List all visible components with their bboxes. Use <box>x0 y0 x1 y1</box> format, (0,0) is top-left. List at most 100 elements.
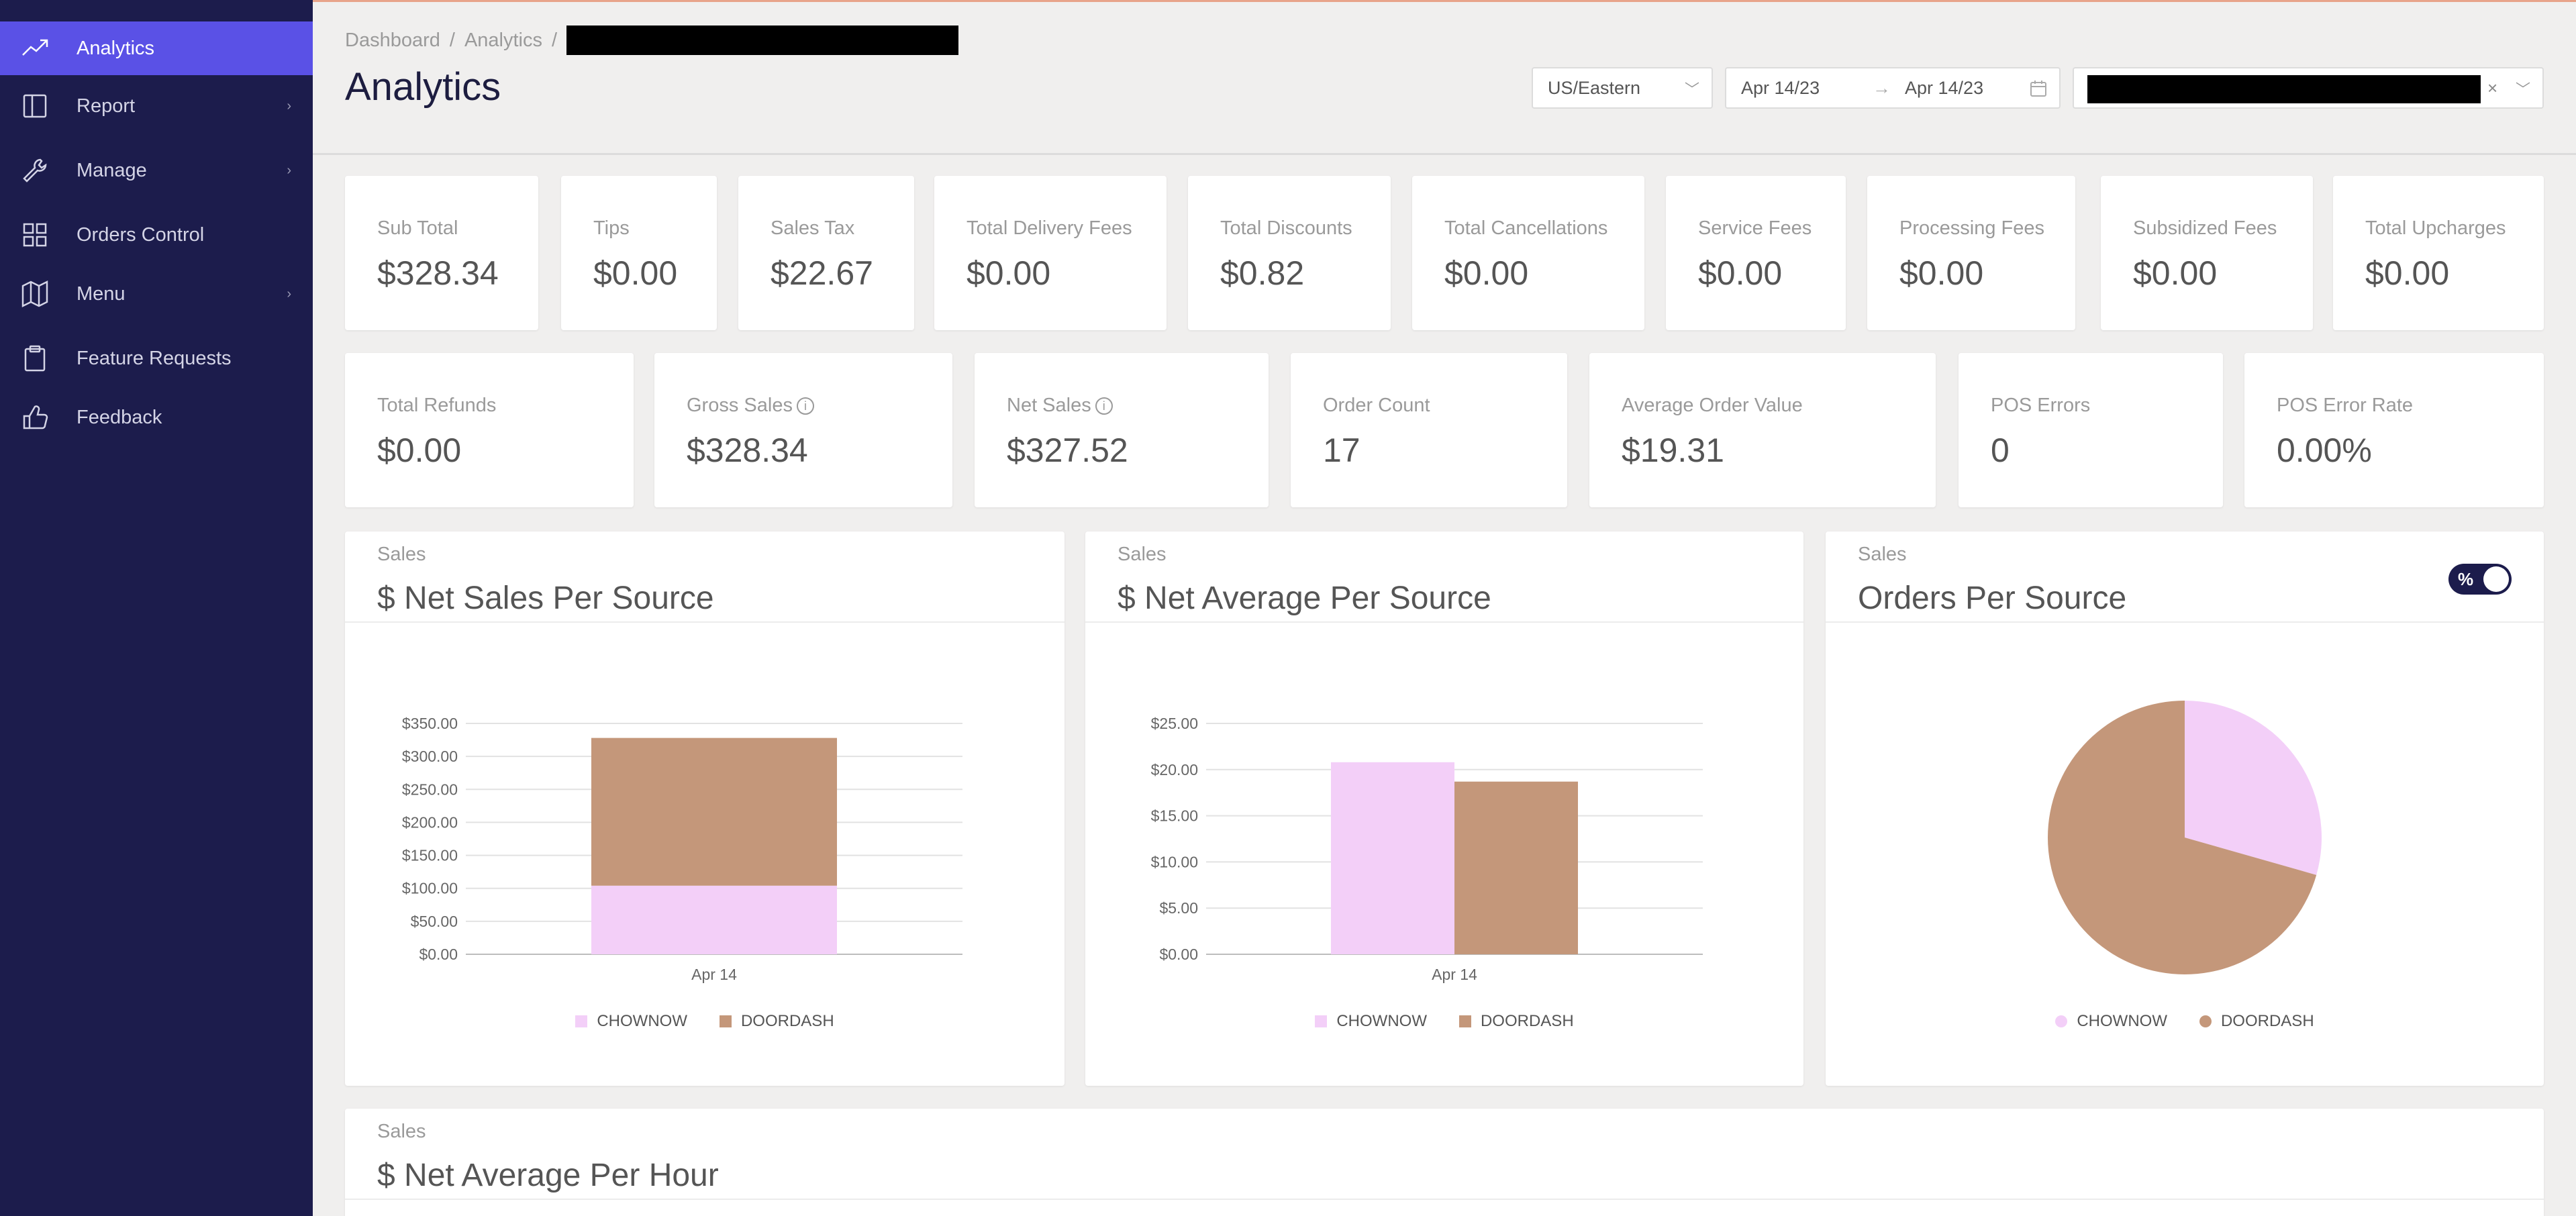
chevron-right-icon: › <box>287 98 291 113</box>
legend-label: DOORDASH <box>2220 1012 2314 1030</box>
y-tick-label: $150.00 <box>402 847 458 864</box>
trending-up-icon <box>20 34 50 63</box>
bar-chownow <box>591 885 837 954</box>
y-tick-label: $10.00 <box>1151 853 1198 870</box>
stat-label: Total Upcharges <box>2365 217 2506 240</box>
stat-card-subsidized-fees: Subsidized Fees $0.00 <box>2101 176 2313 330</box>
stat-card-tips: Tips $0.00 <box>561 176 717 330</box>
legend-label: CHOWNOW <box>597 1012 687 1030</box>
date-range-picker[interactable]: Apr 14/23 → Apr 14/23 <box>1725 67 2061 109</box>
stat-card-service-fees: Service Fees $0.00 <box>1666 176 1846 330</box>
stat-card-total-delivery-fees: Total Delivery Fees $0.00 <box>934 176 1167 330</box>
pie-slice-chownow <box>2185 701 2322 875</box>
legend-item-chownow[interactable]: CHOWNOW <box>2055 1012 2167 1031</box>
stat-label-text: POS Errors <box>1991 395 2091 416</box>
sidebar-item-label: Menu <box>77 283 126 305</box>
breadcrumb-analytics[interactable]: Analytics <box>464 29 542 51</box>
stat-label: Service Fees <box>1698 217 1812 240</box>
chart-legend: CHOWNOW DOORDASH <box>1826 1012 2544 1031</box>
stat-value: $0.00 <box>1444 254 1529 292</box>
legend-swatch <box>2199 1015 2212 1027</box>
chevron-right-icon: › <box>287 162 291 178</box>
stat-value: $0.82 <box>1220 254 1305 292</box>
stat-value: $19.31 <box>1622 432 1724 469</box>
stat-label: Net Sales i <box>1007 395 1113 417</box>
location-select[interactable]: × ﹀ <box>2073 67 2544 109</box>
stat-value: 17 <box>1323 432 1360 469</box>
sidebar-item-menu[interactable]: Menu › <box>0 267 313 321</box>
date-from[interactable]: Apr 14/23 <box>1741 77 1820 98</box>
legend-item-chownow[interactable]: CHOWNOW <box>575 1012 687 1031</box>
stat-label: Total Cancellations <box>1444 217 1607 240</box>
breadcrumb-dashboard[interactable]: Dashboard <box>345 29 440 51</box>
legend-item-doordash[interactable]: DOORDASH <box>719 1012 834 1031</box>
breadcrumb: Dashboard / Analytics / <box>345 26 959 55</box>
clipboard-icon <box>20 344 50 373</box>
net-average-bar-chart: $0.00 $5.00 $10.00 $15.00 $20.00 $25.00 Apr 14 <box>1151 715 1703 983</box>
stat-card-total-upcharges: Total Upcharges $0.00 <box>2333 176 2544 330</box>
stat-label: Processing Fees <box>1899 217 2044 240</box>
legend-swatch <box>1315 1015 1328 1027</box>
stat-label-text: Total Discounts <box>1220 217 1352 239</box>
info-icon[interactable]: i <box>796 397 814 415</box>
panel-divider <box>345 621 1064 623</box>
stat-label-text: Order Count <box>1323 395 1430 416</box>
legend-item-chownow[interactable]: CHOWNOW <box>1315 1012 1427 1031</box>
stat-label-text: Total Upcharges <box>2365 217 2506 239</box>
sidebar-item-label: Orders Control <box>77 223 205 246</box>
net-sales-panel: Sales $ Net Sales Per Source $0.00 $50.00… <box>345 531 1064 1086</box>
stat-value: $0.00 <box>2133 254 2218 292</box>
stat-value: $0.00 <box>2365 254 2450 292</box>
sidebar-item-label: Feature Requests <box>77 347 232 369</box>
stat-card-processing-fees: Processing Fees $0.00 <box>1867 176 2075 330</box>
clear-icon[interactable]: × <box>2487 77 2498 98</box>
panel-subtitle: Sales <box>1118 544 1167 565</box>
calendar-icon <box>2030 79 2047 103</box>
y-tick-label: $0.00 <box>419 946 458 963</box>
sidebar-item-analytics[interactable]: Analytics <box>0 21 313 75</box>
y-tick-label: $15.00 <box>1151 807 1198 825</box>
stat-label-text: Subsidized Fees <box>2133 217 2277 239</box>
timezone-select[interactable]: US/Eastern ﹀ <box>1532 67 1713 109</box>
sidebar-item-label: Analytics <box>77 37 155 59</box>
stat-label: Sub Total <box>377 217 458 240</box>
chevron-right-icon: › <box>287 286 291 301</box>
legend-item-doordash[interactable]: DOORDASH <box>1458 1012 1574 1031</box>
y-tick-label: $0.00 <box>1159 946 1198 963</box>
panel-subtitle: Sales <box>377 1121 426 1142</box>
y-tick-label: $350.00 <box>402 715 458 732</box>
stat-card-total-cancellations: Total Cancellations $0.00 <box>1412 176 1644 330</box>
panel-subtitle: Sales <box>377 544 426 565</box>
sidebar-item-label: Manage <box>77 159 147 181</box>
sidebar-item-report[interactable]: Report › <box>0 79 313 133</box>
stat-value: $327.52 <box>1007 432 1128 469</box>
sidebar-item-manage[interactable]: Manage › <box>0 144 313 197</box>
toggle-knob <box>2483 566 2509 592</box>
stat-label: POS Errors <box>1991 395 2090 417</box>
y-tick-label: $300.00 <box>402 748 458 765</box>
sidebar-item-feature-requests[interactable]: Feature Requests <box>0 332 313 385</box>
date-to[interactable]: Apr 14/23 <box>1905 77 1984 98</box>
stat-label-text: Gross Sales <box>687 395 793 416</box>
y-tick-label: $20.00 <box>1151 761 1198 778</box>
stat-label-text: Total Delivery Fees <box>967 217 1132 239</box>
breadcrumb-separator: / <box>449 29 455 51</box>
info-icon[interactable]: i <box>1095 397 1113 415</box>
percent-toggle[interactable]: % <box>2448 564 2512 595</box>
timezone-value: US/Eastern <box>1548 77 1641 98</box>
panel-title: $ Net Average Per Hour <box>377 1158 719 1193</box>
panel-title: $ Net Average Per Source <box>1118 580 1491 616</box>
stat-card-total-refunds: Total Refunds $0.00 <box>345 353 634 507</box>
chevron-down-icon: ﹀ <box>2515 81 2530 98</box>
stat-label: Gross Sales i <box>687 395 814 417</box>
chart-legend: CHOWNOW DOORDASH <box>1085 1012 1803 1031</box>
top-accent-line <box>313 0 2576 2</box>
stat-card-average-order-value: Average Order Value $19.31 <box>1589 353 1936 507</box>
sidebar-item-feedback[interactable]: Feedback <box>0 391 313 444</box>
legend-item-doordash[interactable]: DOORDASH <box>2199 1012 2314 1031</box>
sidebar-item-label: Feedback <box>77 406 162 428</box>
y-tick-label: $50.00 <box>411 913 458 930</box>
stat-card-gross-sales: Gross Sales i $328.34 <box>654 353 952 507</box>
sidebar-item-orders-control[interactable]: Orders Control <box>0 208 313 262</box>
bar-chownow <box>1331 762 1454 954</box>
